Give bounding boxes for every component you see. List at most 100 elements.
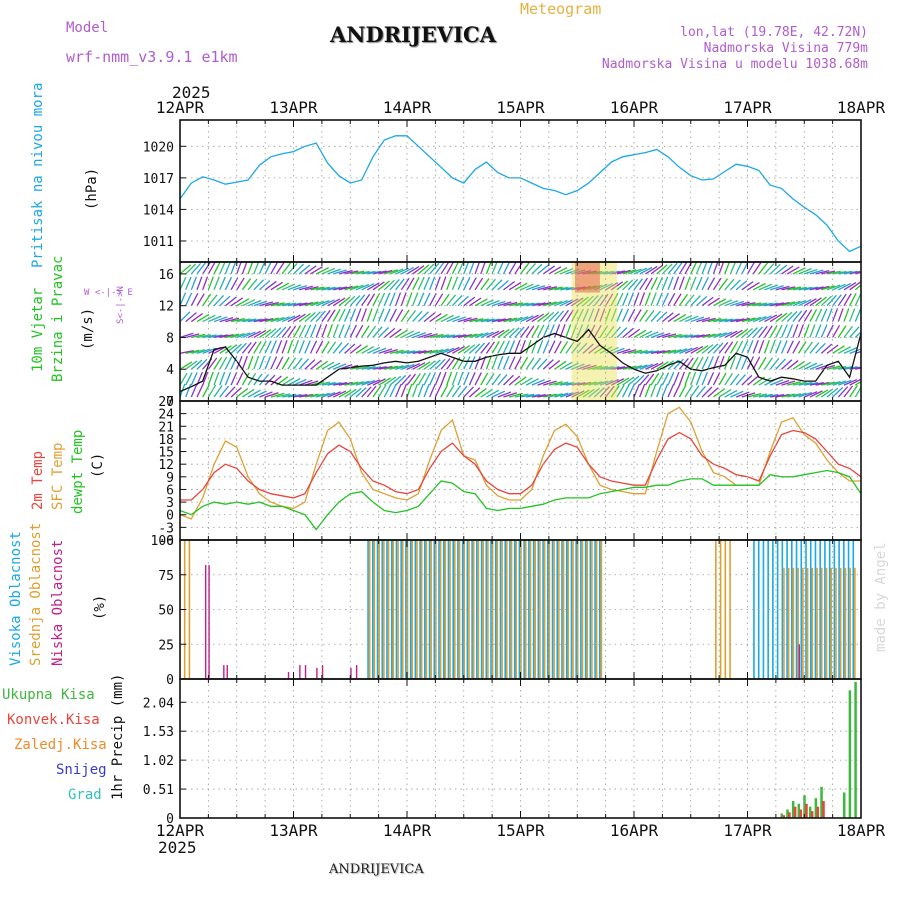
wind-arrow (565, 362, 579, 370)
wind-arrow (287, 378, 301, 386)
cloud-high-bar (781, 540, 784, 679)
wind-arrow (253, 300, 268, 307)
wind-arrow (372, 366, 387, 370)
wind-arrow (718, 278, 729, 291)
wind-arrow (417, 276, 425, 291)
wind-arrow (571, 269, 586, 275)
wind-arrow (548, 381, 563, 386)
wind-arrow (463, 262, 470, 275)
wind-arrow (548, 300, 563, 307)
wind-arrow (656, 349, 671, 354)
wind-arrow (667, 293, 676, 306)
wind-arrow (826, 294, 837, 307)
wind-arrow (258, 340, 267, 354)
wind-arrow (418, 349, 433, 354)
wind-arrow (593, 324, 602, 338)
wind-arrow (854, 386, 861, 398)
wind-arrow (661, 292, 669, 306)
wind-arrow (605, 325, 615, 338)
wind-arrow (219, 371, 226, 386)
wind-arrow (338, 296, 351, 307)
wind-arrow (639, 277, 648, 291)
wind-arrow (429, 349, 444, 354)
wind-arrow (287, 325, 297, 338)
x-tick-label-top: 16APR (610, 98, 659, 117)
wind-arrow (747, 316, 762, 323)
precip-conv-bar (782, 815, 786, 818)
wind-arrow (611, 366, 626, 370)
wind-arrow (622, 269, 637, 275)
wind-arrow (695, 276, 703, 291)
wind-arrow (259, 280, 271, 291)
wind-arrow (627, 308, 636, 322)
cloud-high-bar (457, 540, 459, 679)
wind-arrow (747, 281, 760, 291)
wind-arrow (712, 372, 721, 386)
wind-arrow (781, 301, 796, 307)
wind-arrow (639, 350, 654, 354)
wind-arrow (372, 270, 387, 275)
wind-arrow (656, 276, 664, 291)
wind-arrow (770, 302, 785, 307)
wind-arrow (780, 324, 788, 338)
wind-arrow (190, 312, 204, 323)
cloud-low-bar (321, 665, 324, 679)
wind-arrow (440, 347, 455, 354)
wind-arrow (701, 296, 714, 307)
cloud-high-bar (767, 540, 769, 679)
x-tick-label-top: 15APR (496, 98, 545, 117)
wind-arrow (582, 364, 597, 370)
wind-arrow (247, 262, 254, 275)
wind-arrow (662, 349, 677, 354)
wind-arrow (633, 278, 644, 291)
precip-conv-bar (793, 806, 797, 818)
cloud-mid-bar (600, 540, 603, 679)
wind-arrow (230, 262, 237, 275)
cloud-mid-bar (487, 540, 489, 679)
wind-arrow (446, 315, 460, 323)
wind-arrow (406, 277, 415, 291)
wind-arrow (321, 286, 336, 291)
wind-arrow (769, 263, 781, 275)
wind-arrow (253, 318, 268, 323)
wind-arrow (576, 389, 590, 398)
cloud-high-bar (847, 540, 850, 679)
cloud-mid-bar (468, 540, 470, 679)
wind-arrow (242, 388, 255, 398)
wind-arrow (310, 286, 325, 291)
wind-arrow (406, 362, 421, 370)
wind-arrow (241, 262, 248, 275)
wind-arrow (180, 276, 187, 291)
cloud-high-bar (753, 540, 755, 679)
wind-arrow (559, 361, 573, 370)
wind-arrow (230, 318, 245, 323)
wind-arrow (213, 334, 228, 339)
wind-arrow (196, 293, 205, 307)
cloud-mid-bar (463, 540, 466, 679)
cloud-high-bar (490, 540, 492, 679)
wind-arrow (542, 311, 555, 323)
wind-arrow (213, 294, 225, 307)
wind-arrow (832, 365, 847, 370)
wind-arrow (650, 265, 663, 275)
wind-arrow (792, 299, 807, 307)
y-tick-label: 0.51 (143, 783, 174, 798)
wind-arrow (395, 374, 407, 386)
wind-arrow (355, 283, 370, 291)
wind-arrow (372, 378, 386, 386)
wind-arrow (554, 286, 569, 291)
cloud-high-bar (513, 540, 516, 679)
wind-arrow (310, 300, 325, 307)
wind-arrow (548, 286, 563, 291)
wind-arrow (304, 380, 319, 386)
wind-arrow (746, 340, 754, 354)
wind-arrow (304, 393, 319, 398)
wind-arrow (775, 379, 790, 386)
wind-arrow (582, 388, 595, 398)
wind-arrow (531, 302, 546, 307)
cloud-high-bar (551, 540, 554, 679)
wind-arrow (718, 299, 733, 307)
wind-arrow (400, 292, 407, 306)
wind-arrow (463, 371, 470, 386)
wind-arrow (525, 314, 539, 323)
